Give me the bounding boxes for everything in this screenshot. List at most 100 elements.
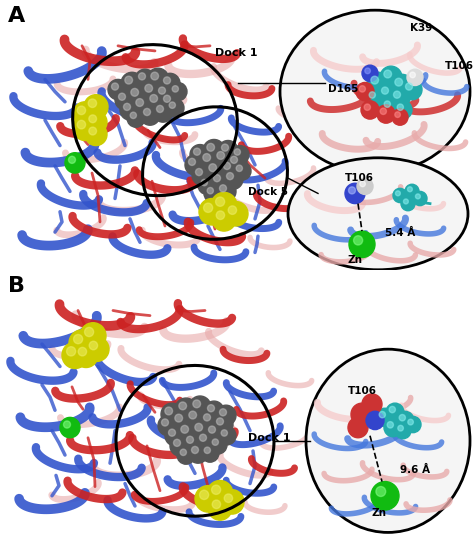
Circle shape <box>125 76 133 84</box>
Circle shape <box>207 143 215 151</box>
Circle shape <box>212 207 236 231</box>
Circle shape <box>221 430 228 436</box>
Circle shape <box>403 199 408 204</box>
Circle shape <box>218 141 238 161</box>
Circle shape <box>382 87 389 94</box>
Circle shape <box>141 81 163 103</box>
Circle shape <box>393 91 401 98</box>
Circle shape <box>384 70 392 78</box>
Circle shape <box>210 171 230 191</box>
Circle shape <box>408 419 413 425</box>
Circle shape <box>118 93 126 100</box>
Circle shape <box>207 187 213 194</box>
Circle shape <box>188 443 208 463</box>
Ellipse shape <box>280 10 470 173</box>
Circle shape <box>209 164 217 172</box>
Circle shape <box>227 173 234 180</box>
Circle shape <box>190 144 210 165</box>
Text: 9.6 Å: 9.6 Å <box>400 465 430 475</box>
Ellipse shape <box>306 349 470 532</box>
Circle shape <box>351 403 373 426</box>
Circle shape <box>203 414 210 421</box>
Circle shape <box>413 191 427 205</box>
Circle shape <box>161 403 183 426</box>
Text: Zn: Zn <box>348 255 363 265</box>
Circle shape <box>77 120 86 129</box>
Circle shape <box>220 489 244 514</box>
Circle shape <box>160 92 180 112</box>
Circle shape <box>199 198 225 225</box>
Circle shape <box>199 150 221 172</box>
Circle shape <box>211 192 237 219</box>
Circle shape <box>216 211 225 220</box>
Circle shape <box>124 104 130 111</box>
Circle shape <box>365 68 370 74</box>
Circle shape <box>219 185 227 192</box>
Circle shape <box>230 156 237 164</box>
Circle shape <box>380 66 402 89</box>
Circle shape <box>415 194 420 199</box>
Circle shape <box>366 411 384 429</box>
Circle shape <box>362 394 382 414</box>
Circle shape <box>208 496 232 520</box>
Circle shape <box>158 87 165 94</box>
Circle shape <box>212 439 219 445</box>
Circle shape <box>185 407 207 429</box>
Circle shape <box>203 203 213 213</box>
Circle shape <box>384 419 402 437</box>
Circle shape <box>200 410 220 431</box>
Circle shape <box>380 108 386 114</box>
Circle shape <box>357 178 373 195</box>
Circle shape <box>153 102 173 122</box>
Circle shape <box>224 162 230 169</box>
Circle shape <box>181 426 189 433</box>
Circle shape <box>393 189 407 203</box>
Circle shape <box>193 148 201 155</box>
Circle shape <box>120 100 140 120</box>
Circle shape <box>362 65 378 81</box>
Circle shape <box>192 165 212 185</box>
Circle shape <box>371 76 379 84</box>
Circle shape <box>164 77 171 84</box>
Circle shape <box>410 72 415 78</box>
Circle shape <box>111 83 118 90</box>
Circle shape <box>228 206 237 214</box>
Circle shape <box>78 347 87 356</box>
Circle shape <box>203 140 225 162</box>
Circle shape <box>209 426 216 433</box>
Circle shape <box>162 419 168 426</box>
Circle shape <box>172 86 178 92</box>
Circle shape <box>166 99 184 117</box>
Circle shape <box>384 101 391 107</box>
Circle shape <box>179 402 187 410</box>
Circle shape <box>213 148 235 170</box>
Circle shape <box>360 181 365 187</box>
Circle shape <box>377 105 395 123</box>
Circle shape <box>196 431 216 451</box>
Circle shape <box>89 127 97 135</box>
Circle shape <box>135 69 155 89</box>
Circle shape <box>396 411 414 429</box>
Circle shape <box>165 407 173 415</box>
Text: D165: D165 <box>328 83 358 94</box>
Circle shape <box>399 415 405 421</box>
Circle shape <box>361 101 379 119</box>
Circle shape <box>402 80 422 100</box>
Circle shape <box>364 104 371 111</box>
Text: Zn: Zn <box>372 508 387 518</box>
Circle shape <box>180 449 186 456</box>
Circle shape <box>169 82 187 101</box>
Circle shape <box>227 153 247 173</box>
Circle shape <box>201 179 208 186</box>
Text: B: B <box>8 276 25 296</box>
Circle shape <box>398 425 403 431</box>
Circle shape <box>151 72 158 80</box>
Circle shape <box>155 83 175 104</box>
Circle shape <box>371 482 399 510</box>
Circle shape <box>216 405 236 426</box>
Circle shape <box>401 197 415 211</box>
Circle shape <box>168 429 175 436</box>
Circle shape <box>205 422 225 443</box>
Circle shape <box>165 426 185 446</box>
Circle shape <box>150 94 157 102</box>
